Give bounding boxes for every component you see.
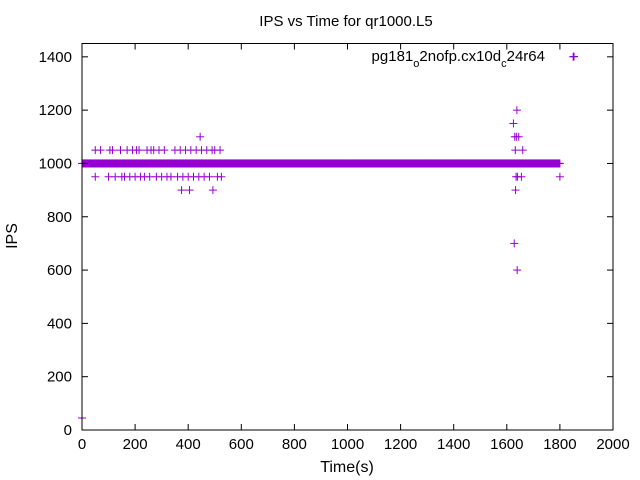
y-tick-label: 1400 [39, 49, 72, 66]
data-point [514, 132, 523, 141]
x-tick-label: 400 [176, 436, 201, 453]
data-point [555, 159, 564, 168]
y-tick-label: 800 [47, 209, 72, 226]
y-tick-label: 0 [64, 422, 72, 439]
data-point [177, 186, 186, 195]
x-tick-label: 1200 [384, 436, 417, 453]
data-point [518, 146, 527, 155]
y-tick-label: 1200 [39, 102, 72, 119]
legend-label: pg181o2nofp.cx10dc24r64 [372, 48, 545, 70]
x-tick-label: 2000 [596, 436, 629, 453]
x-tick-label: 1400 [437, 436, 470, 453]
data-point [205, 172, 214, 181]
axis-ticks: 0 200 400 600 800 1000 1200 1400 1600 1800 2000 0 20… [39, 43, 630, 453]
data-point [511, 146, 520, 155]
x-axis-title: Time(s) [320, 459, 374, 476]
x-tick-label: 1000 [331, 436, 364, 453]
data-point [509, 119, 518, 128]
data-point [216, 146, 225, 155]
data-point [515, 159, 524, 168]
x-tick-label: 1600 [490, 436, 523, 453]
chart-title: IPS vs Time for qr1000.L5 [259, 13, 432, 30]
data-point [512, 106, 521, 115]
data-point [96, 146, 105, 155]
x-tick-label: 1800 [543, 436, 576, 453]
data-point [511, 186, 520, 195]
y-axis-title: IPS [4, 223, 21, 249]
x-tick-label: 200 [123, 436, 148, 453]
data-point [208, 186, 217, 195]
legend: pg181o2nofp.cx10dc24r64 [372, 48, 578, 70]
data-point [185, 186, 194, 195]
data-point [135, 146, 144, 155]
y-tick-label: 600 [47, 262, 72, 279]
data-point [517, 172, 526, 181]
x-tick-label: 800 [282, 436, 307, 453]
data-point [196, 132, 205, 141]
data-point [108, 146, 117, 155]
data-point [160, 146, 169, 155]
x-tick-label: 0 [78, 436, 86, 453]
data-point [555, 172, 564, 181]
data-point [91, 172, 100, 181]
data-point [513, 266, 522, 275]
y-tick-label: 1000 [39, 155, 72, 172]
data-point [217, 172, 226, 181]
x-tick-label: 600 [229, 436, 254, 453]
plot-area [78, 52, 578, 423]
y-tick-label: 400 [47, 315, 72, 332]
y-tick-label: 200 [47, 369, 72, 386]
data-point [510, 239, 519, 248]
